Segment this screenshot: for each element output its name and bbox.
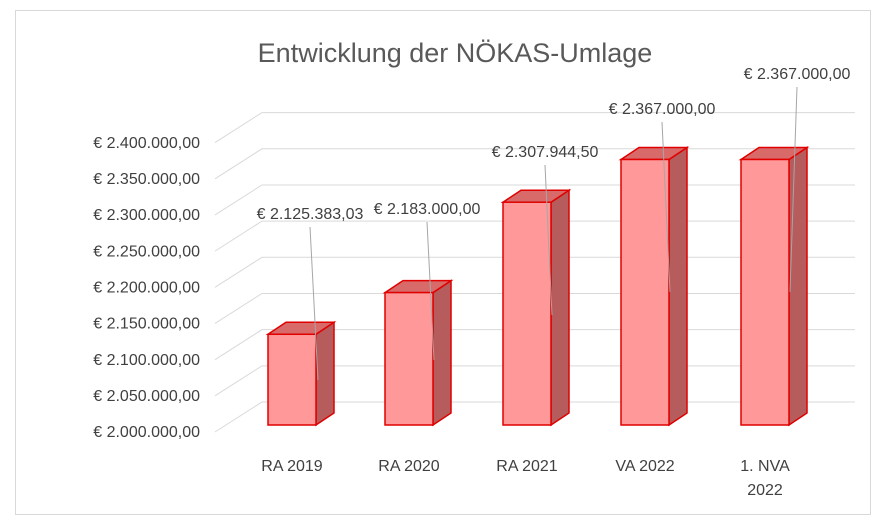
leader-line	[426, 221, 435, 361]
data-label: € 2.367.000,00	[609, 101, 716, 118]
x-tick-label: RA 2020	[378, 458, 440, 475]
x-tick-label: RA 2021	[496, 458, 558, 475]
y-tick-label: € 2.350.000,00	[93, 171, 200, 188]
y-tick-label: € 2.250.000,00	[93, 243, 200, 260]
bar-side	[315, 320, 335, 427]
bar	[620, 158, 670, 426]
bar-side	[788, 146, 808, 427]
x-tick-label: VA 2022	[615, 458, 675, 475]
y-tick-label: € 2.050.000,00	[93, 388, 200, 405]
bar	[384, 291, 434, 426]
y-tick-label: € 2.100.000,00	[93, 352, 200, 369]
leader-line	[661, 121, 671, 293]
x-tick-label: RA 2019	[261, 458, 323, 475]
bar	[740, 158, 790, 426]
bar-side	[432, 279, 452, 427]
data-label: € 2.125.383,03	[257, 206, 364, 223]
y-tick-label: € 2.300.000,00	[93, 207, 200, 224]
y-tick-label: € 2.150.000,00	[93, 316, 200, 333]
data-label: € 2.367.000,00	[744, 66, 851, 83]
bar	[267, 333, 317, 426]
x-tick-label: 1. NVA 2022	[740, 458, 790, 499]
chart-frame	[15, 10, 871, 515]
y-tick-label: € 2.400.000,00	[93, 135, 200, 152]
data-label: € 2.307.944,50	[492, 144, 599, 161]
chart-title: Entwicklung der NÖKAS-Umlage	[258, 38, 653, 68]
leader-line	[789, 86, 798, 293]
y-tick-label: € 2.200.000,00	[93, 280, 200, 297]
bar-side	[668, 146, 688, 427]
y-tick-label: € 2.000.000,00	[93, 424, 200, 441]
bar-side	[550, 188, 570, 427]
leader-line	[544, 164, 553, 316]
leader-line	[309, 226, 319, 381]
data-label: € 2.183.000,00	[374, 201, 481, 218]
bar	[502, 201, 552, 426]
grid-line	[214, 112, 855, 144]
